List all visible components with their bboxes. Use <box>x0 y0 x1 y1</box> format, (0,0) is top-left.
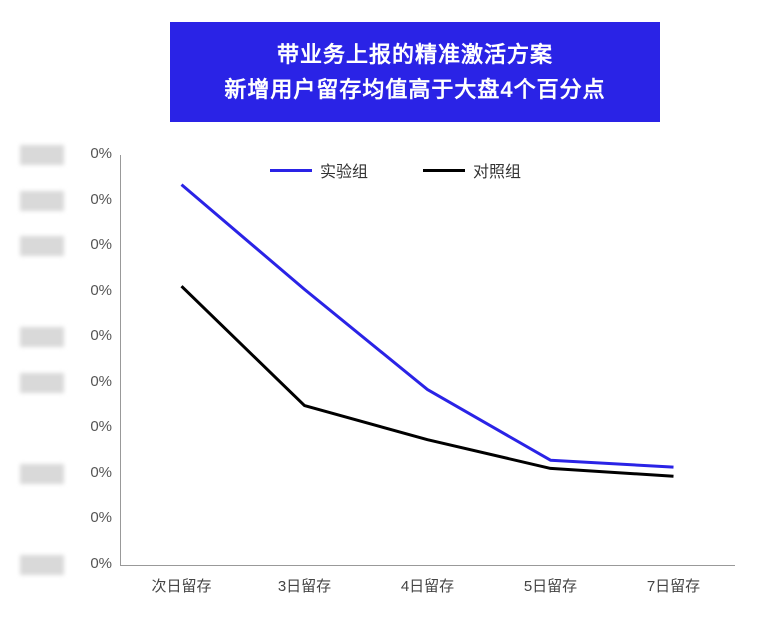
x-tick-label: 3日留存 <box>260 575 350 596</box>
y-tick-redaction <box>20 191 64 211</box>
y-tick-label: 0% <box>60 509 112 526</box>
y-tick-redaction <box>20 464 64 484</box>
y-tick-label: 0% <box>60 373 112 390</box>
y-tick-label: 0% <box>60 464 112 481</box>
y-tick-redaction <box>20 555 64 575</box>
chart-plot-area <box>120 155 735 565</box>
y-tick-redaction <box>20 327 64 347</box>
y-tick-label: 0% <box>60 145 112 162</box>
y-tick-redaction <box>20 236 64 256</box>
y-axis-line <box>120 155 121 565</box>
x-tick-label: 5日留存 <box>506 575 596 596</box>
y-tick-redaction <box>20 145 64 165</box>
y-tick-redaction <box>20 373 64 393</box>
x-tick-label: 4日留存 <box>383 575 473 596</box>
y-tick-label: 0% <box>60 418 112 435</box>
chart-title-box: 带业务上报的精准激活方案 新增用户留存均值高于大盘4个百分点 <box>170 22 660 122</box>
chart-title-line1: 带业务上报的精准激活方案 <box>170 37 660 72</box>
x-tick-label: 7日留存 <box>629 575 719 596</box>
y-tick-label: 0% <box>60 191 112 208</box>
y-tick-label: 0% <box>60 555 112 572</box>
y-tick-label: 0% <box>60 236 112 253</box>
x-axis-line <box>120 565 735 566</box>
y-tick-label: 0% <box>60 282 112 299</box>
y-tick-label: 0% <box>60 327 112 344</box>
chart-svg <box>120 155 735 565</box>
x-tick-label: 次日留存 <box>137 575 227 596</box>
chart-title-line2: 新增用户留存均值高于大盘4个百分点 <box>170 72 660 107</box>
series-line-1 <box>182 286 674 476</box>
series-line-0 <box>182 185 674 468</box>
